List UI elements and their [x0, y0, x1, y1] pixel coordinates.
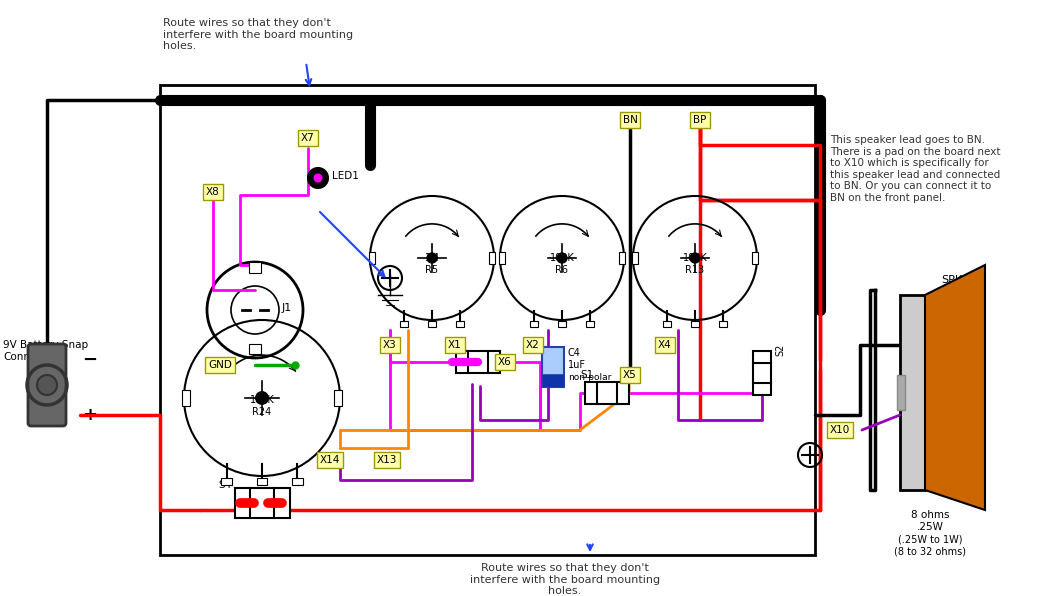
- Bar: [160, 85, 815, 555]
- Text: 9V Battery Snap
Connector: 9V Battery Snap Connector: [3, 340, 88, 362]
- Bar: [542, 347, 564, 387]
- Bar: [584, 382, 629, 404]
- FancyBboxPatch shape: [28, 344, 66, 426]
- Bar: [489, 252, 495, 264]
- Circle shape: [37, 375, 57, 395]
- Polygon shape: [925, 265, 985, 510]
- Text: X3: X3: [383, 340, 397, 350]
- Text: S1: S1: [580, 370, 594, 380]
- Text: 100K
R13: 100K R13: [682, 253, 707, 275]
- Text: X4: X4: [658, 340, 672, 350]
- Text: C4: C4: [568, 348, 581, 358]
- Bar: [334, 390, 341, 406]
- Text: BN: BN: [623, 115, 638, 125]
- Bar: [619, 252, 625, 264]
- Bar: [427, 321, 437, 327]
- Text: GND: GND: [208, 360, 232, 370]
- Text: X2: X2: [526, 340, 540, 350]
- Circle shape: [691, 253, 700, 263]
- Bar: [499, 252, 505, 264]
- Text: LED1: LED1: [332, 171, 359, 181]
- Circle shape: [308, 168, 328, 188]
- Text: This speaker lead goes to BN.
There is a pad on the board next
to X10 which is s: This speaker lead goes to BN. There is a…: [830, 135, 1000, 203]
- Text: X6: X6: [498, 357, 512, 367]
- Bar: [456, 321, 464, 327]
- Text: S2: S2: [775, 344, 785, 356]
- Text: X10: X10: [830, 425, 850, 435]
- Text: J1: J1: [282, 303, 292, 313]
- Bar: [250, 344, 261, 354]
- Bar: [529, 321, 539, 327]
- Bar: [257, 477, 267, 485]
- Bar: [291, 477, 303, 485]
- Text: −: −: [82, 351, 97, 369]
- Text: X7: X7: [302, 133, 315, 143]
- Text: X8: X8: [206, 187, 219, 197]
- Text: 100K
R6: 100K R6: [549, 253, 574, 275]
- Text: non-polar: non-polar: [568, 372, 612, 381]
- Text: +: +: [82, 406, 97, 424]
- Bar: [753, 351, 771, 395]
- Text: Route wires so that they don't
interfere with the board mounting
holes.: Route wires so that they don't interfere…: [163, 18, 354, 51]
- Bar: [250, 262, 261, 272]
- Text: 8 ohms
.25W: 8 ohms .25W: [911, 510, 950, 532]
- Text: S3: S3: [451, 339, 465, 349]
- Text: X1: X1: [448, 340, 462, 350]
- Text: Route wires so that they don't
interfere with the board mounting
holes.: Route wires so that they don't interfere…: [470, 563, 660, 596]
- Bar: [662, 321, 672, 327]
- Bar: [399, 321, 409, 327]
- Text: X13: X13: [376, 455, 397, 465]
- Text: (.25W to 1W)
(8 to 32 ohms): (.25W to 1W) (8 to 32 ohms): [894, 535, 966, 557]
- Bar: [234, 488, 289, 518]
- Bar: [557, 321, 567, 327]
- Text: 100K
R24: 100K R24: [250, 395, 275, 417]
- Bar: [222, 477, 232, 485]
- Bar: [369, 252, 375, 264]
- Text: S4: S4: [218, 480, 232, 490]
- Bar: [719, 321, 727, 327]
- Bar: [752, 252, 758, 264]
- Text: 1M
R5: 1M R5: [424, 253, 439, 275]
- Bar: [896, 375, 905, 410]
- Bar: [586, 321, 594, 327]
- Circle shape: [427, 253, 437, 263]
- Bar: [631, 252, 638, 264]
- Text: X14: X14: [320, 455, 340, 465]
- Circle shape: [313, 173, 322, 182]
- Text: 1uF: 1uF: [568, 360, 586, 370]
- Text: SPK?: SPK?: [941, 275, 968, 285]
- Polygon shape: [900, 295, 925, 490]
- Bar: [456, 351, 500, 373]
- Bar: [182, 390, 190, 406]
- Circle shape: [256, 392, 268, 404]
- Bar: [691, 321, 699, 327]
- Text: BP: BP: [694, 115, 707, 125]
- Bar: [542, 374, 564, 387]
- Text: X5: X5: [623, 370, 636, 380]
- Circle shape: [557, 253, 567, 263]
